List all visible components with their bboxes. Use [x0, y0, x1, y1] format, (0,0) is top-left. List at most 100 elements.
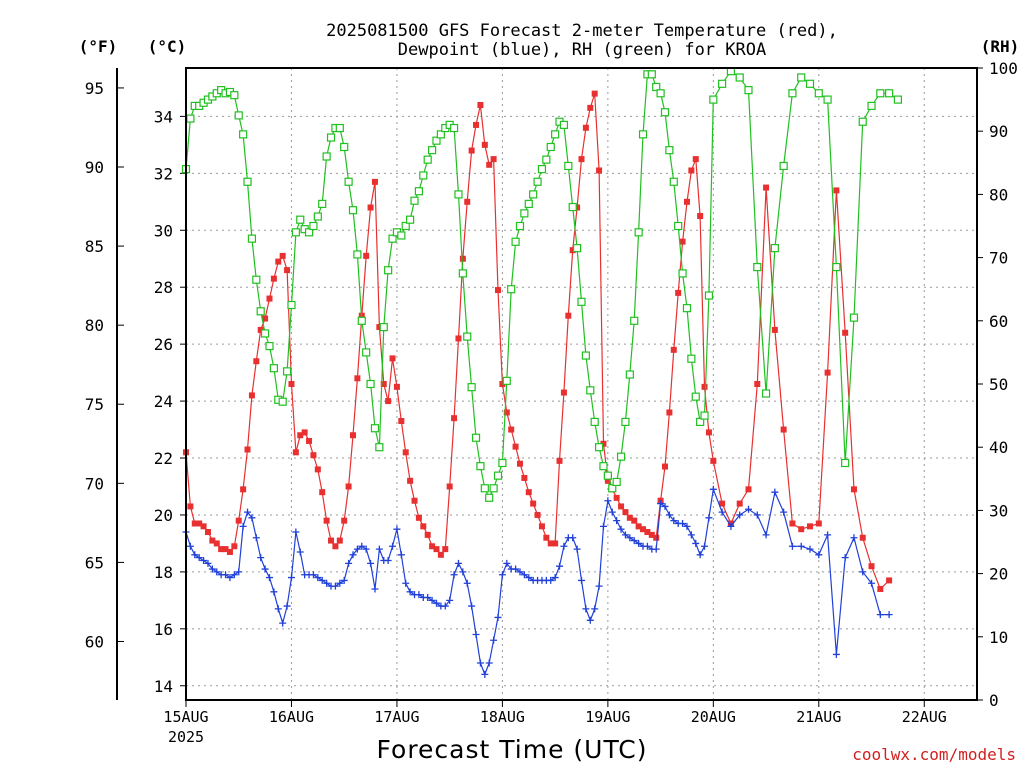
temperature-point — [385, 398, 392, 405]
rh-point — [269, 364, 278, 373]
rh-point — [770, 244, 779, 253]
rh-point — [630, 316, 639, 325]
rh-point — [520, 209, 529, 218]
dewpoint-point — [230, 571, 238, 579]
rh-point — [893, 95, 903, 104]
temperature-point — [288, 381, 295, 387]
rh-point — [682, 304, 692, 313]
dewpoint-point — [696, 551, 704, 559]
rh-point — [340, 142, 349, 152]
celsius-tick-label: 14 — [154, 677, 173, 696]
rh-point — [186, 114, 195, 123]
rh-point — [379, 323, 388, 332]
dewpoint-point — [727, 522, 735, 530]
plot-frame — [185, 67, 978, 701]
dewpoint-point — [705, 514, 713, 522]
dewpoint-point — [257, 554, 265, 562]
dewpoint-point — [358, 542, 366, 550]
x-tick-label: 22AUG — [902, 708, 947, 726]
rh-point — [537, 165, 547, 174]
rh-point — [502, 376, 511, 385]
dewpoint-point — [876, 611, 884, 619]
temperature-point — [301, 429, 308, 436]
rh-point — [234, 111, 243, 120]
dewpoint-point — [859, 568, 867, 576]
dewpoint-point — [516, 568, 524, 576]
temperature-point — [644, 529, 651, 536]
rh-point — [278, 397, 287, 406]
temperature-point — [275, 258, 282, 265]
temperature-point — [736, 500, 743, 507]
rh-point — [546, 142, 555, 152]
rh-point — [489, 484, 498, 493]
dewpoint-point — [498, 571, 506, 579]
dewpoint-point — [753, 511, 761, 519]
dewpoint-point — [450, 571, 458, 579]
rh-point — [318, 199, 327, 208]
rh-point — [551, 130, 560, 139]
dewpoint-point — [441, 602, 449, 610]
dewpoint-point — [525, 574, 533, 582]
temperature-point — [613, 494, 620, 501]
temperature-point — [574, 204, 581, 211]
temperature-point — [231, 543, 238, 550]
dewpoint-point — [252, 534, 260, 542]
rh-point — [388, 234, 397, 243]
rh-point — [577, 297, 586, 306]
dewpoint-point — [204, 559, 212, 567]
temperature-point — [398, 418, 405, 425]
dewpoint-point — [586, 616, 594, 624]
x-tick-label: 21AUG — [796, 708, 841, 726]
dewpoint-point — [494, 613, 502, 621]
temperature-point — [850, 486, 857, 493]
rh-point — [603, 471, 612, 480]
rh-point — [366, 379, 375, 389]
dewpoint-point — [520, 571, 528, 579]
rh-tick-label: 80 — [989, 185, 1008, 204]
rh-point — [423, 155, 432, 164]
dewpoint-point — [687, 531, 695, 539]
fahrenheit-tick-label: 70 — [85, 474, 104, 493]
temperature-point — [815, 520, 822, 527]
rh-line — [185, 70, 899, 500]
rh-point — [612, 477, 621, 487]
temperature-point — [314, 466, 321, 473]
temperature-point — [807, 523, 814, 530]
temperature-point — [886, 577, 893, 584]
rh-point — [625, 370, 634, 379]
rh-point — [586, 386, 595, 395]
rh-tick-label: 60 — [989, 312, 1008, 331]
dewpoint-point — [397, 551, 405, 559]
rh-point — [370, 424, 380, 433]
dewpoint-point — [736, 511, 744, 519]
fahrenheit-tick-label: 75 — [85, 395, 104, 414]
temperature-point — [859, 534, 866, 541]
temperature-point — [626, 514, 633, 521]
rh-tick-label: 30 — [989, 501, 1008, 520]
temperature-point — [468, 147, 475, 154]
celsius-tick-label: 32 — [154, 164, 173, 183]
dewpoint-point — [472, 631, 480, 639]
rh-point — [814, 89, 823, 98]
dewpoint-point — [762, 531, 770, 539]
temperature-point — [446, 483, 453, 490]
temperature-point — [591, 90, 598, 97]
rh-point — [515, 221, 525, 231]
dewpoint-point — [560, 542, 568, 550]
rh-point — [533, 177, 542, 186]
rh-point — [384, 266, 393, 275]
celsius-tick-label: 24 — [154, 392, 173, 411]
temperature-point — [552, 540, 559, 547]
x-tick-label: 17AUG — [374, 708, 419, 726]
dewpoint-point — [279, 619, 287, 627]
rh-point — [678, 269, 687, 278]
rh-point — [735, 73, 744, 82]
rh-tick-label: 90 — [989, 122, 1008, 141]
temperature-point — [679, 238, 686, 245]
rh-point — [230, 91, 239, 100]
temperature-point — [868, 563, 875, 570]
dewpoint-point — [314, 574, 322, 582]
temperature-point — [661, 463, 668, 470]
rh-point — [432, 136, 441, 145]
rh-point — [375, 443, 384, 452]
